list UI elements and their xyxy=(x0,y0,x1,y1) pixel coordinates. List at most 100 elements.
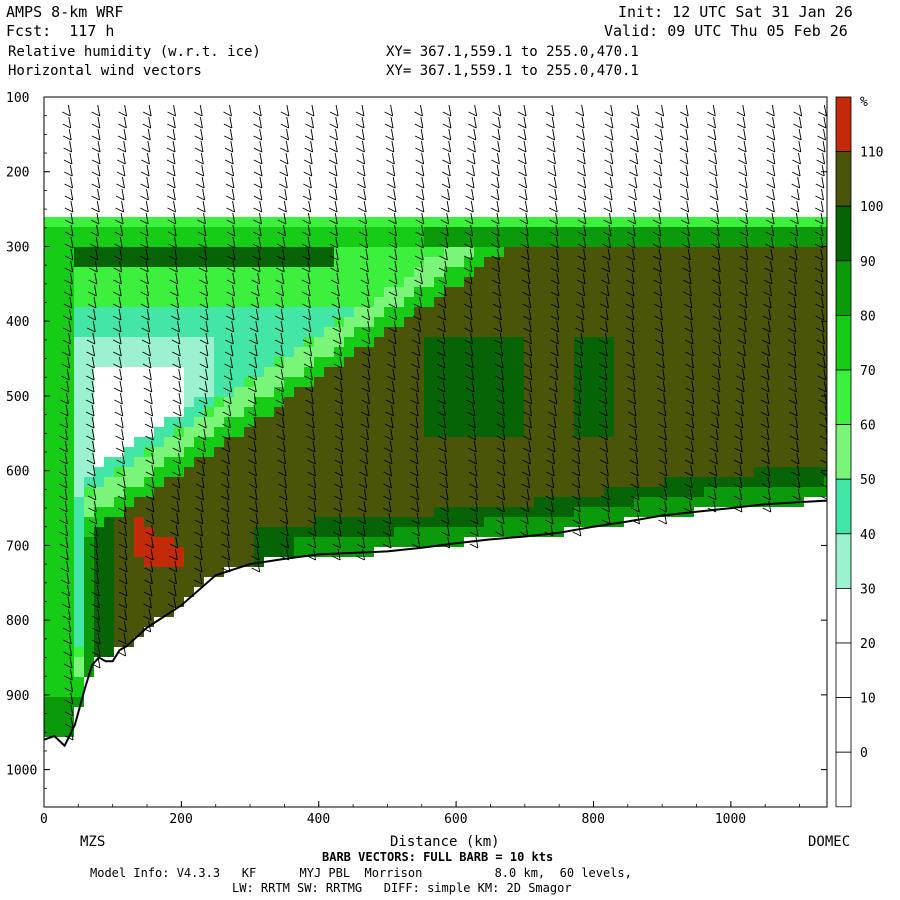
rh-cell xyxy=(384,367,394,377)
rh-cell xyxy=(294,407,304,417)
rh-cell xyxy=(404,507,414,517)
rh-cell xyxy=(444,267,454,277)
wind-barb xyxy=(583,224,587,237)
rh-cell xyxy=(774,387,784,397)
rh-cell xyxy=(124,337,134,347)
wind-barb xyxy=(502,476,506,489)
rh-cell xyxy=(674,417,684,427)
wind-barb-flag xyxy=(383,483,392,489)
rh-cell xyxy=(274,227,284,237)
wind-barb xyxy=(583,248,587,261)
rh-cell xyxy=(514,527,524,537)
wind-barb xyxy=(150,428,154,441)
rh-cell xyxy=(364,377,374,387)
wind-barb-flag xyxy=(469,519,479,525)
wind-barb xyxy=(604,332,608,345)
rh-cell xyxy=(374,377,384,387)
wind-barb xyxy=(739,464,743,477)
wind-barb xyxy=(228,392,232,405)
rh-cell xyxy=(594,397,604,407)
wind-barb xyxy=(688,260,692,273)
wind-barb-flag xyxy=(792,495,801,501)
wind-barb-flag xyxy=(519,219,528,225)
wind-barb xyxy=(553,164,557,177)
rh-cell xyxy=(754,217,764,227)
wind-barb-flag xyxy=(818,111,827,117)
rh-cell xyxy=(374,477,384,487)
rh-cell xyxy=(594,327,604,337)
wind-barb xyxy=(335,236,339,249)
wind-barb xyxy=(309,344,313,357)
rh-cell xyxy=(544,297,554,307)
rh-cell xyxy=(564,327,574,337)
rh-cell xyxy=(574,247,584,257)
rh-cell xyxy=(44,427,54,437)
rh-cell xyxy=(754,437,764,447)
rh-cell xyxy=(254,327,264,337)
rh-cell xyxy=(44,607,54,617)
wind-barb xyxy=(67,356,71,369)
wind-barb xyxy=(469,284,473,297)
rh-cell xyxy=(754,267,764,277)
wind-barb xyxy=(551,476,555,489)
rh-cell xyxy=(404,427,414,437)
wind-barb-flag xyxy=(630,495,640,501)
rh-cell xyxy=(44,387,54,397)
wind-barb xyxy=(475,524,479,537)
wind-barb-flag xyxy=(140,207,149,213)
rh-cell xyxy=(514,317,524,327)
rh-cell xyxy=(114,457,124,467)
wind-barb xyxy=(718,344,722,357)
rh-cell xyxy=(134,597,144,607)
wind-barb xyxy=(766,428,770,441)
rh-cell xyxy=(684,347,694,357)
wind-barb-flag xyxy=(63,663,73,669)
rh-cell xyxy=(774,407,784,417)
rh-cell xyxy=(484,397,494,407)
wind-barb xyxy=(577,476,581,489)
rh-cell xyxy=(664,237,674,247)
rh-cell xyxy=(704,447,714,457)
rh-cell xyxy=(314,307,324,317)
wind-barb xyxy=(259,200,263,213)
rh-cell xyxy=(364,447,374,457)
wind-barb xyxy=(578,512,581,525)
rh-cell xyxy=(334,417,344,427)
wind-barb xyxy=(123,632,127,645)
wind-barb-flag xyxy=(58,495,68,501)
rh-cell xyxy=(784,467,794,477)
wind-barb-flag xyxy=(251,555,260,561)
rh-cell xyxy=(54,347,64,357)
wind-barb xyxy=(124,104,128,117)
rh-cell xyxy=(224,477,234,487)
wind-barb xyxy=(523,104,527,117)
wind-barb xyxy=(689,488,693,501)
y-tick-label: 700 xyxy=(6,539,29,554)
rh-cell xyxy=(824,417,827,427)
rh-cell xyxy=(644,247,654,257)
wind-barb xyxy=(420,236,424,249)
wind-barb xyxy=(312,452,316,465)
rh-cell xyxy=(294,347,304,357)
wind-barb-flag xyxy=(305,399,314,405)
rh-cell xyxy=(194,457,204,467)
rh-cell xyxy=(704,417,714,427)
wind-barb xyxy=(660,332,664,345)
rh-cell xyxy=(254,317,264,327)
wind-barb xyxy=(366,428,369,441)
wind-barb xyxy=(496,176,500,189)
rh-cell xyxy=(394,417,404,427)
rh-cell xyxy=(504,347,514,357)
rh-cell xyxy=(294,497,304,507)
wind-barb-flag xyxy=(766,111,775,117)
wind-barb xyxy=(768,296,772,309)
wind-barb-flag xyxy=(359,459,368,465)
wind-barb-flag xyxy=(358,495,367,501)
rh-cell xyxy=(504,237,514,247)
rh-cell xyxy=(364,517,374,527)
wind-barb-flag xyxy=(86,447,95,453)
rh-cell xyxy=(724,427,734,437)
rh-cell xyxy=(174,217,184,227)
rh-cell xyxy=(404,447,414,457)
wind-barb xyxy=(523,164,527,177)
